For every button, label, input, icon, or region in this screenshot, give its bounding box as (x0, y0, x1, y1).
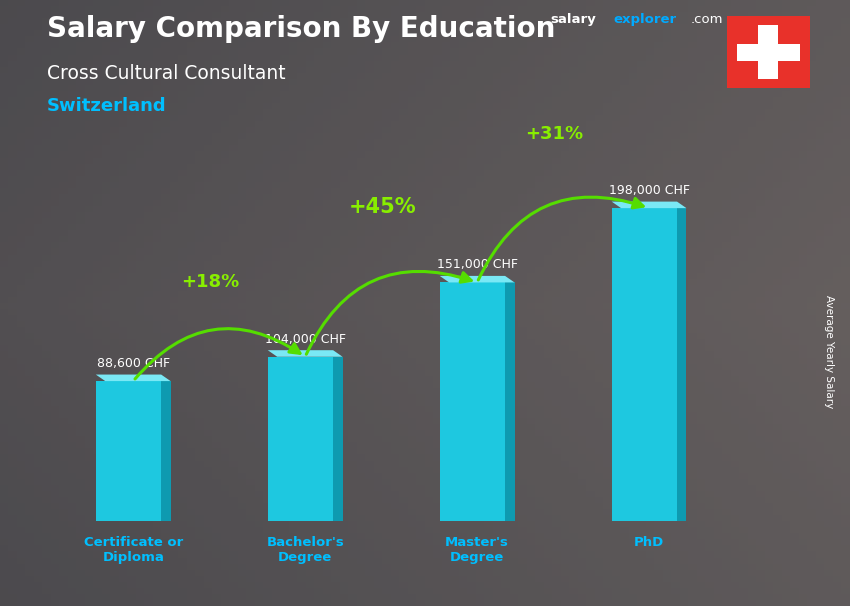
Polygon shape (505, 282, 514, 521)
Text: +18%: +18% (181, 273, 240, 291)
Polygon shape (268, 350, 343, 357)
Text: explorer: explorer (614, 13, 677, 26)
Text: 104,000 CHF: 104,000 CHF (264, 333, 346, 345)
Text: Salary Comparison By Education: Salary Comparison By Education (47, 15, 555, 43)
Polygon shape (333, 357, 343, 521)
Text: PhD: PhD (634, 536, 664, 548)
Bar (758, 25, 779, 79)
Bar (612, 208, 677, 521)
Text: salary: salary (551, 13, 597, 26)
Text: 198,000 CHF: 198,000 CHF (609, 184, 689, 197)
Text: +45%: +45% (348, 197, 416, 217)
Text: Master's
Degree: Master's Degree (445, 536, 509, 564)
Text: Bachelor's
Degree: Bachelor's Degree (266, 536, 344, 564)
Polygon shape (162, 381, 171, 521)
Text: .com: .com (690, 13, 722, 26)
Text: Cross Cultural Consultant: Cross Cultural Consultant (47, 64, 286, 82)
Bar (96, 381, 162, 521)
Bar (737, 44, 800, 61)
Bar (268, 357, 333, 521)
Polygon shape (439, 276, 514, 282)
Polygon shape (677, 208, 687, 521)
Text: 88,600 CHF: 88,600 CHF (97, 357, 170, 370)
Text: 151,000 CHF: 151,000 CHF (437, 258, 518, 271)
Polygon shape (612, 202, 687, 208)
Text: Switzerland: Switzerland (47, 97, 167, 115)
Bar (439, 282, 505, 521)
Polygon shape (96, 375, 171, 381)
Text: Average Yearly Salary: Average Yearly Salary (824, 295, 834, 408)
Text: Certificate or
Diploma: Certificate or Diploma (83, 536, 183, 564)
Text: +31%: +31% (525, 125, 584, 142)
